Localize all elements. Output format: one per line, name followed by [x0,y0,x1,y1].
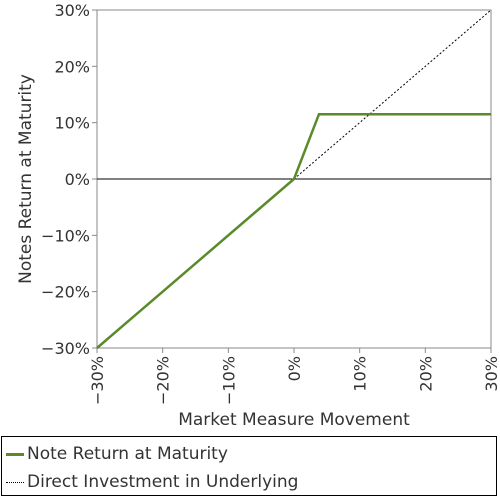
y-ticks: 30% 20% 10% 0% −10% −20% −30% [41,1,97,358]
chart: −30% −20% −10% 0% 10% 20% 30% 30%20%10%0%−10%−… [16,1,500,430]
x-tick-label: 20% [416,356,435,392]
x-tick-label: 10% [351,356,370,392]
x-axis-title: Market Measure Movement [178,410,410,430]
series-line-note-return [96,112,491,349]
y-tick-label: 10% [54,114,90,133]
y-tick-label: 0% [65,170,90,189]
x-tick-label: 0% [285,356,304,381]
y-tick-label: 30% [54,1,90,20]
legend-label-direct-investment: Direct Investment in Underlying [27,472,299,492]
legend-label-note-return: Note Return at Maturity [27,444,228,464]
legend-item-note-return: Note Return at Maturity [6,441,228,467]
x-tick-label: −10% [219,356,238,405]
x-ticks: −30% −20% −10% 0% 10% 20% 30% [88,348,500,405]
x-tick-label: 30% [482,356,500,392]
y-axis-title: Notes Return at Maturity [16,74,36,284]
y-tick-label: 20% [54,57,90,76]
y-tick-label: −30% [41,339,90,358]
y-tick-label: −20% [41,283,90,302]
x-tick-label: −20% [154,356,173,405]
legend-swatch-solid [6,452,24,456]
x-tick-label: −30% [88,356,107,405]
y-tick-label: −10% [41,226,90,245]
series-line-direct-investment [293,9,492,180]
legend-item-direct-investment: Direct Investment in Underlying [6,469,298,495]
legend: Note Return at Maturity Direct Investmen… [1,436,497,496]
legend-swatch-dotted [6,481,24,483]
series-layer [96,9,492,349]
